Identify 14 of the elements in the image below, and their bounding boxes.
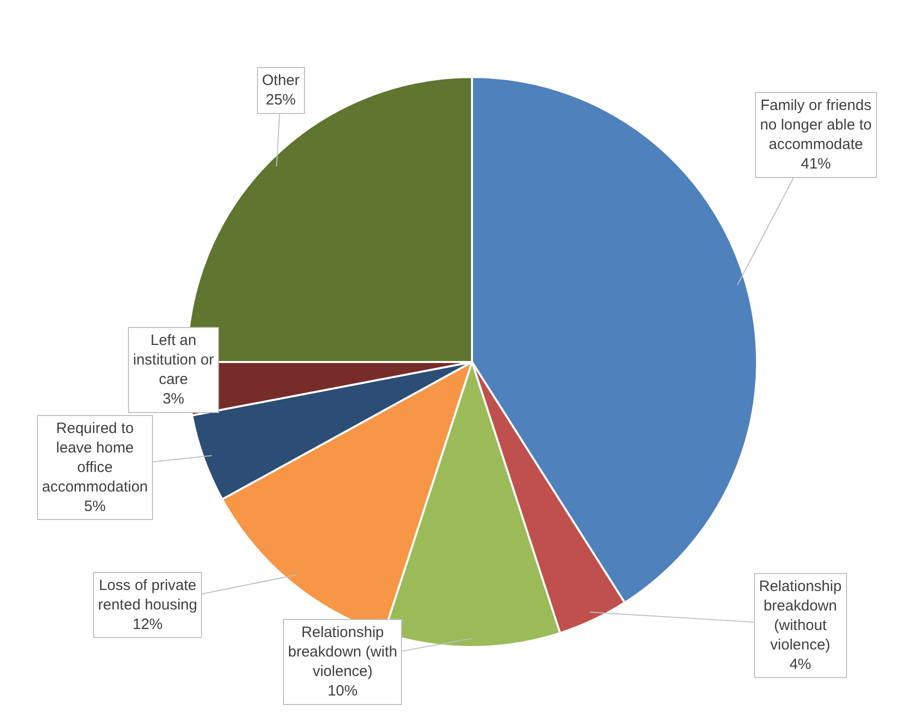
slice-label: Loss of private rented housing: [98, 577, 198, 614]
data-label: 25%: [266, 92, 296, 108]
data-label: 4%: [789, 656, 812, 673]
slice-label: Required to leave home office accommodation: [42, 420, 148, 496]
data-label: 3%: [162, 390, 184, 408]
data-label: 5%: [84, 498, 106, 515]
data-label: 12%: [132, 616, 163, 633]
slice-label: Left an institution or care: [133, 332, 214, 388]
slice-label: Relationship breakdown (with violence): [288, 624, 398, 680]
data-label: 10%: [328, 682, 358, 700]
slice-label: Relationship breakdown (without violence): [759, 578, 842, 654]
slice-label: Other: [262, 72, 300, 89]
slice-label: Family or friends no longer able to accommodate: [760, 97, 872, 153]
data-label: 41%: [800, 156, 831, 172]
